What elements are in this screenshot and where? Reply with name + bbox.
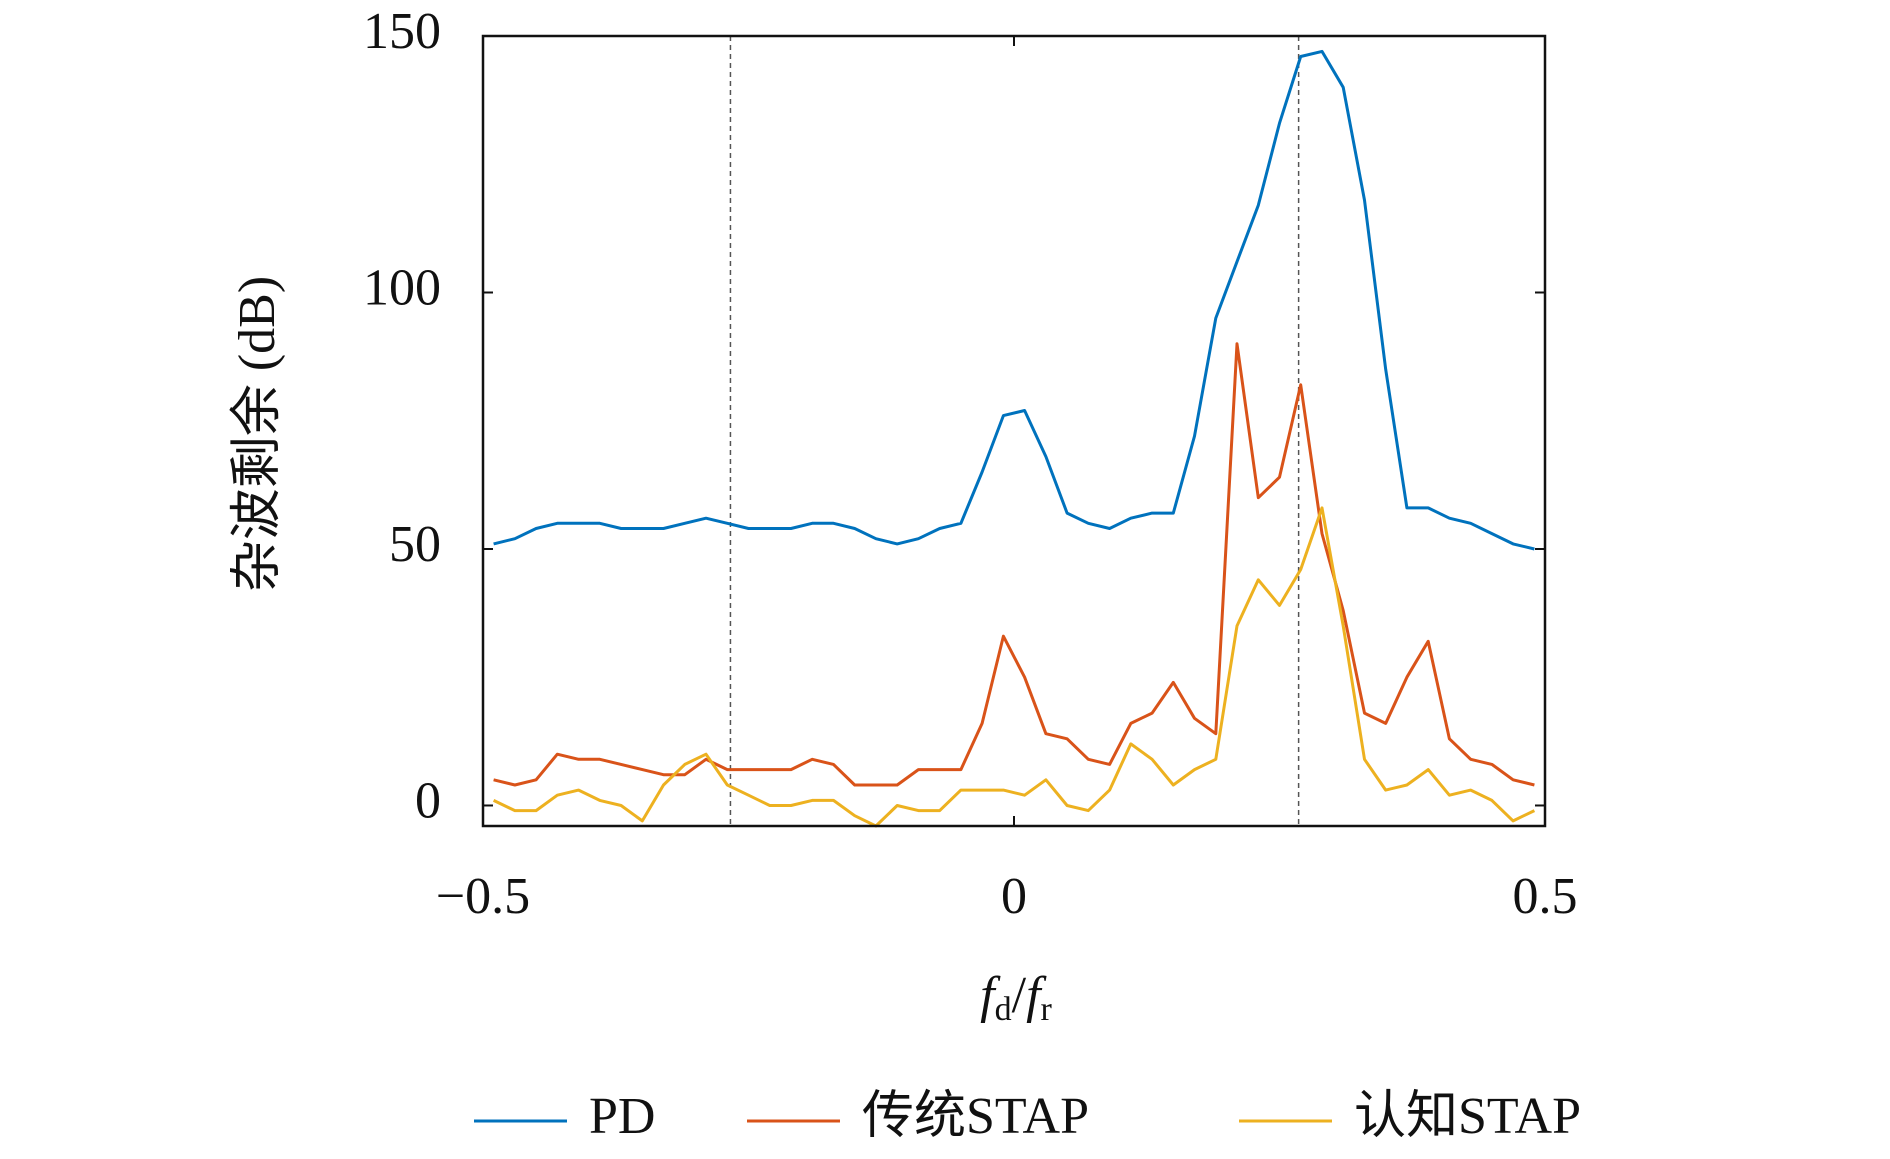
x-axis-label: fd/fr xyxy=(980,967,1052,1028)
y-axis-label: 杂波剩余 (dB) xyxy=(229,276,286,592)
x-tick-label: 0.5 xyxy=(1513,868,1578,925)
y-tick-label: 100 xyxy=(363,259,441,316)
data-line xyxy=(492,506,1536,828)
x-label-part: r xyxy=(1041,991,1053,1028)
y-tick-label: 0 xyxy=(415,772,441,829)
y-tick-label: 150 xyxy=(363,3,441,60)
x-tick-label: −0.5 xyxy=(436,868,530,925)
y-tick-label: 50 xyxy=(389,516,441,573)
data-line xyxy=(493,49,1535,551)
plot-frame xyxy=(481,34,1547,828)
data-line xyxy=(493,342,1535,787)
x-label-part: d xyxy=(995,991,1012,1028)
legend-label: PD xyxy=(589,1088,655,1145)
legend-label: 认知STAP xyxy=(1354,1088,1581,1145)
x-label-part: / xyxy=(1012,967,1027,1024)
legend-label: 传统STAP xyxy=(862,1088,1089,1145)
x-tick-label: 0 xyxy=(1001,868,1027,925)
